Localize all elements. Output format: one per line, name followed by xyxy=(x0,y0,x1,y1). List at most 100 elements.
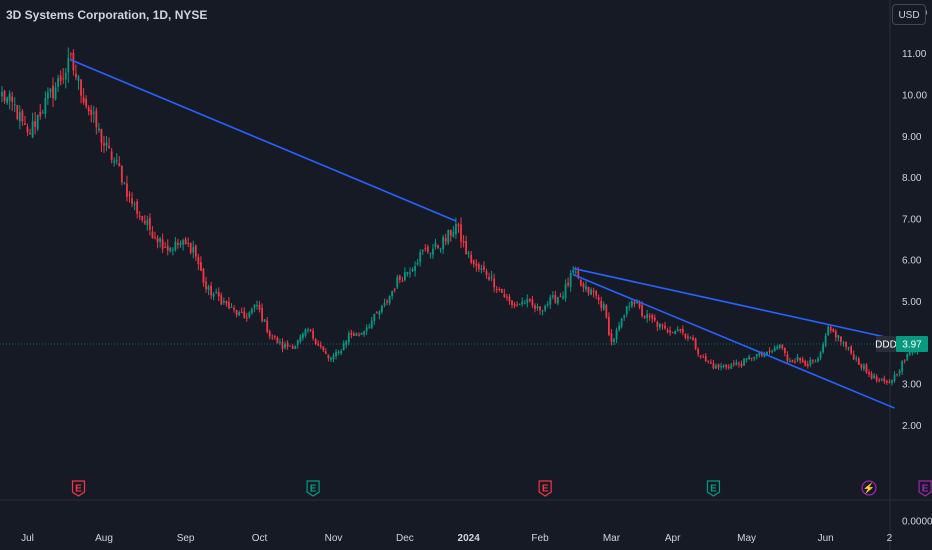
candle-body xyxy=(735,362,738,366)
candle-body xyxy=(164,246,167,248)
price-tag-symbol: DDD xyxy=(875,340,897,351)
candle-body xyxy=(169,247,172,252)
candle-body xyxy=(429,252,432,254)
candle-body xyxy=(541,310,544,312)
candle-body xyxy=(883,378,886,382)
candle-body xyxy=(554,295,557,303)
candle-body xyxy=(253,304,256,308)
event-badge[interactable] xyxy=(538,480,552,497)
candle-body xyxy=(689,337,692,339)
time-tick-label: Dec xyxy=(396,533,414,544)
candle-body xyxy=(355,333,358,336)
candle-body xyxy=(143,221,146,224)
candle-body xyxy=(648,315,651,317)
candle-body xyxy=(375,312,378,314)
candle-body xyxy=(613,339,615,342)
candle-body xyxy=(569,273,572,287)
candle-body xyxy=(783,347,786,353)
candle-body xyxy=(516,304,518,306)
candle-body xyxy=(582,283,585,288)
candle-body xyxy=(646,314,649,319)
candle-body xyxy=(539,306,541,311)
candle-body xyxy=(317,343,320,346)
candle-body xyxy=(452,231,455,238)
candle-body xyxy=(534,305,536,309)
candle-body xyxy=(370,320,373,329)
candle-body xyxy=(564,284,567,299)
candle-body xyxy=(268,331,271,337)
candle-body xyxy=(679,328,682,331)
candle-body xyxy=(870,373,873,379)
candle-body xyxy=(628,306,631,308)
candle-body xyxy=(75,73,77,78)
event-badge[interactable] xyxy=(918,480,932,497)
candle-body xyxy=(745,358,748,360)
candle-body xyxy=(330,357,332,360)
candle-body xyxy=(210,285,212,296)
candle-body xyxy=(715,365,717,369)
candle-body xyxy=(462,241,465,243)
trendline-upper-long[interactable] xyxy=(70,59,457,222)
candle-body xyxy=(47,92,49,99)
time-tick-label: 2 xyxy=(887,533,893,544)
candle-body xyxy=(332,355,335,360)
candle-body xyxy=(248,312,251,318)
candle-body xyxy=(834,331,837,338)
candle-body xyxy=(126,183,128,197)
candle-body xyxy=(824,335,827,346)
candle-body xyxy=(41,112,44,114)
candle-body xyxy=(100,128,103,144)
candle-body xyxy=(302,333,304,338)
event-badge-label: E xyxy=(922,484,929,495)
candle-body xyxy=(222,301,225,303)
candle-body xyxy=(901,361,904,372)
candle-body xyxy=(651,314,654,319)
candle-body xyxy=(52,85,54,99)
candle-body xyxy=(409,272,411,274)
candle-body xyxy=(296,340,299,346)
candle-body xyxy=(136,201,139,214)
candle-body xyxy=(207,286,210,290)
event-icon[interactable] xyxy=(861,480,877,496)
candle-body xyxy=(437,245,439,248)
candle-body xyxy=(837,335,840,338)
candle-body xyxy=(671,332,674,334)
candle-body xyxy=(885,380,888,383)
event-badge[interactable] xyxy=(306,480,320,497)
event-badge[interactable] xyxy=(706,480,721,497)
price-tick-label: 2.00 xyxy=(902,421,922,432)
candle-body xyxy=(771,351,773,353)
currency-button[interactable]: USD xyxy=(892,4,926,25)
candle-body xyxy=(289,345,292,347)
trendline-middle[interactable] xyxy=(573,267,918,345)
candle-body xyxy=(151,231,154,239)
candle-body xyxy=(243,311,246,319)
candle-body xyxy=(266,320,269,333)
candle-body xyxy=(521,301,524,305)
candle-body xyxy=(156,238,159,243)
candle-body xyxy=(531,299,534,306)
candle-body xyxy=(712,363,715,369)
candle-body xyxy=(549,297,552,305)
candle-body xyxy=(273,335,276,338)
candle-body xyxy=(194,245,197,257)
time-tick-label: Oct xyxy=(252,533,268,544)
candle-body xyxy=(755,354,758,357)
time-tick-label: 2024 xyxy=(458,533,481,544)
candle-body xyxy=(398,275,401,280)
candle-body xyxy=(87,107,90,112)
trendline-lower[interactable] xyxy=(572,273,895,409)
candle-body xyxy=(857,358,860,365)
candle-body xyxy=(217,292,220,297)
candle-body xyxy=(141,216,144,221)
candle-body xyxy=(432,248,434,255)
candle-body xyxy=(493,278,496,288)
candle-body xyxy=(69,53,72,55)
candle-body xyxy=(327,354,330,359)
candle-body xyxy=(8,93,11,101)
candle-body xyxy=(378,311,381,316)
candle-body xyxy=(880,379,883,381)
event-badge[interactable] xyxy=(71,480,86,497)
candle-body xyxy=(768,350,771,352)
